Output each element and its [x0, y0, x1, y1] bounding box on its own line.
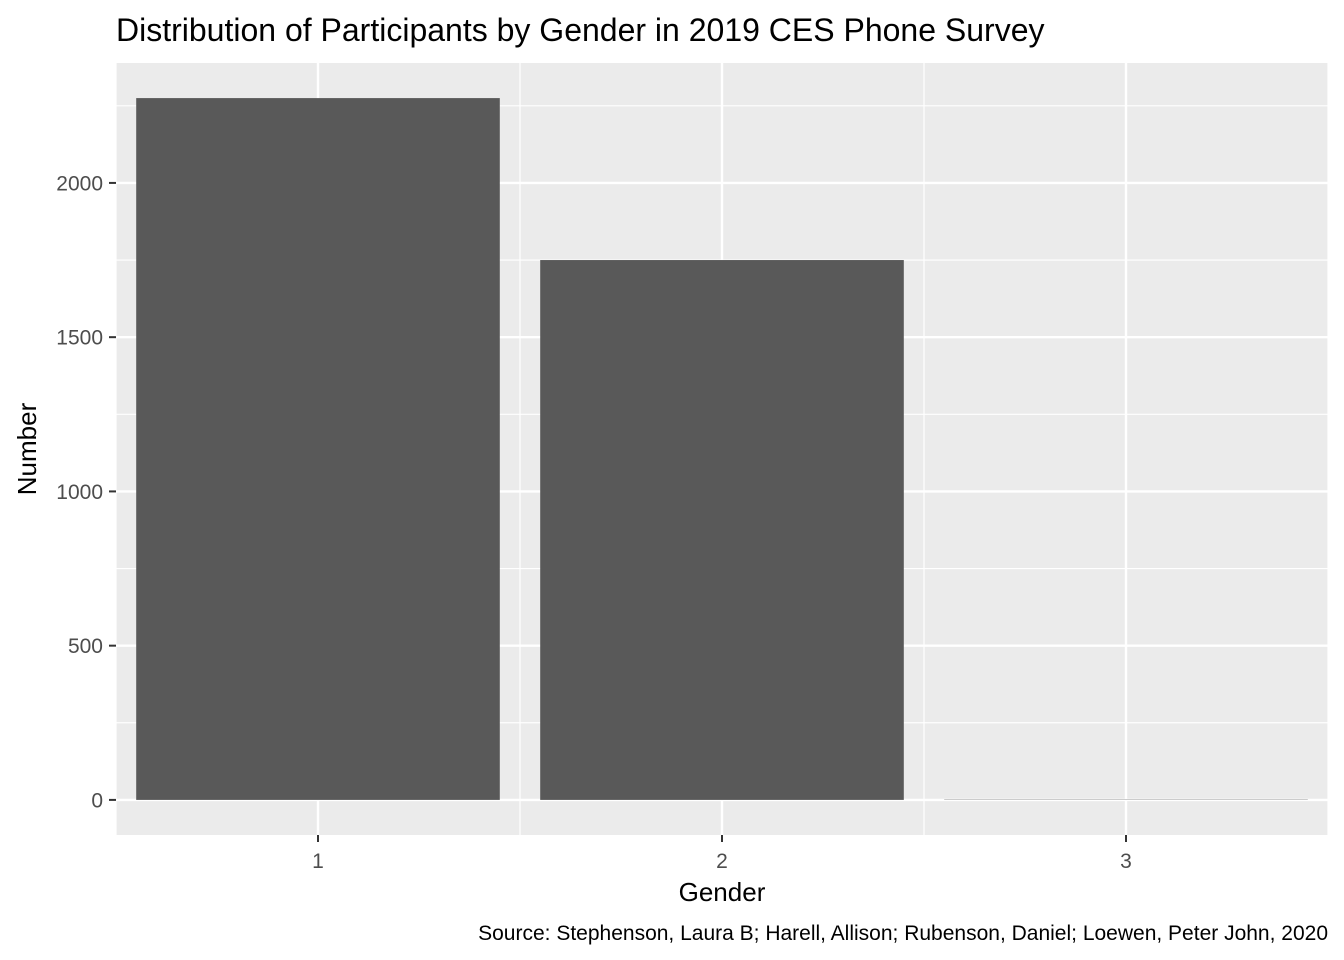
bars [136, 98, 1308, 800]
x-tick-label: 1 [312, 850, 324, 873]
x-axis: 1 2 3 [312, 835, 1132, 873]
y-tick-label: 1500 [56, 327, 103, 350]
bar-1 [136, 98, 500, 800]
bar-2 [540, 260, 904, 800]
y-tick-label: 2000 [56, 172, 103, 195]
chart-caption: Source: Stephenson, Laura B; Harell, All… [478, 922, 1328, 945]
y-tick-label: 500 [68, 635, 103, 658]
y-tick-label: 0 [91, 789, 103, 812]
chart-title: Distribution of Participants by Gender i… [116, 12, 1045, 48]
y-tick-label: 1000 [56, 481, 103, 504]
x-tick-label: 2 [716, 850, 728, 873]
x-tick-label: 3 [1120, 850, 1132, 873]
y-axis: 0 500 1000 1500 2000 [56, 172, 116, 812]
y-axis-title: Number [12, 402, 42, 495]
x-axis-title: Gender [679, 877, 766, 907]
